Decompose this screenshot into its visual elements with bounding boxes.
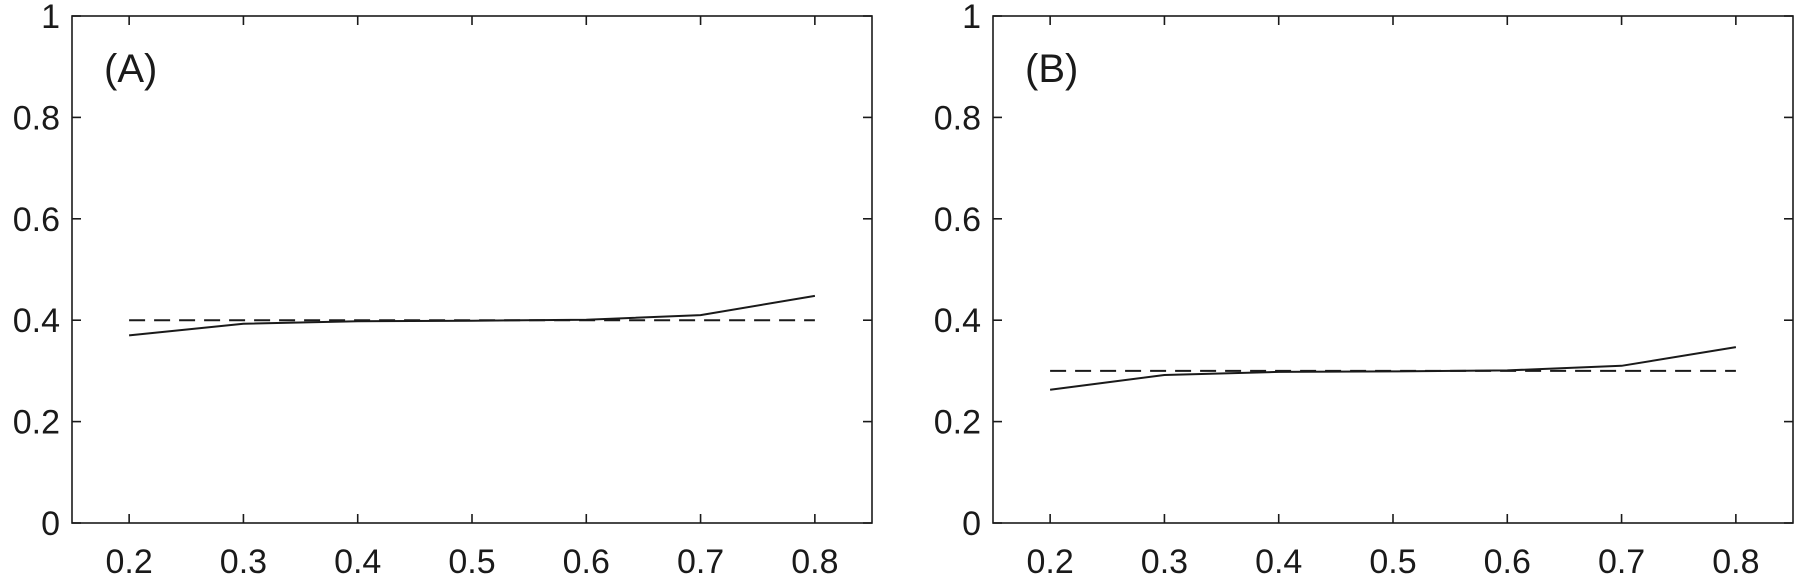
plot-frame [992, 15, 1794, 524]
y-tick-label: 1 [41, 0, 60, 36]
y-tick-label: 0.2 [934, 404, 981, 442]
x-tick-label: 0.7 [677, 543, 724, 580]
x-tick-label: 0.3 [220, 543, 267, 580]
y-tick-label: 0.4 [13, 302, 60, 340]
panel-a: 0.2 0.3 0.4 0.5 0.6 0.7 0.8 0 0.2 0.4 0.6 0.8 1 (A) [13, 0, 873, 580]
x-tick-label: 0.4 [1255, 543, 1302, 580]
panel-b: 0.2 0.3 0.4 0.5 0.6 0.7 0.8 0 0.2 0.4 0.6 0.8 1 (B) [934, 0, 1794, 580]
x-tick-label: 0.7 [1598, 543, 1645, 580]
y-tick-label: 0.6 [934, 201, 981, 239]
y-tick-label: 0.2 [13, 404, 60, 442]
series-line-solid [1049, 346, 1737, 391]
x-tick-label: 0.6 [1484, 543, 1531, 580]
x-tick-label: 0.2 [106, 543, 153, 580]
y-tick-label: 0.8 [934, 99, 981, 137]
y-tick-label: 0 [962, 505, 981, 543]
panel-label: (B) [1025, 47, 1078, 91]
x-tick-label: 0.5 [1369, 543, 1416, 580]
x-tick-label: 0.8 [1712, 543, 1759, 580]
y-tick-label: 0.8 [13, 99, 60, 137]
plot-frame [71, 15, 873, 524]
panel-label: (A) [104, 47, 157, 91]
y-tick-label: 0.6 [13, 201, 60, 239]
y-tick-label: 0.4 [934, 302, 981, 340]
x-tick-label: 0.3 [1141, 543, 1188, 580]
x-tick-label: 0.8 [791, 543, 838, 580]
y-tick-label: 0 [41, 505, 60, 543]
y-tick-label: 1 [962, 0, 981, 36]
x-tick-label: 0.4 [334, 543, 381, 580]
series-line-solid [128, 294, 816, 337]
x-tick-label: 0.6 [563, 543, 610, 580]
x-tick-label: 0.2 [1027, 543, 1074, 580]
x-tick-label: 0.5 [448, 543, 495, 580]
